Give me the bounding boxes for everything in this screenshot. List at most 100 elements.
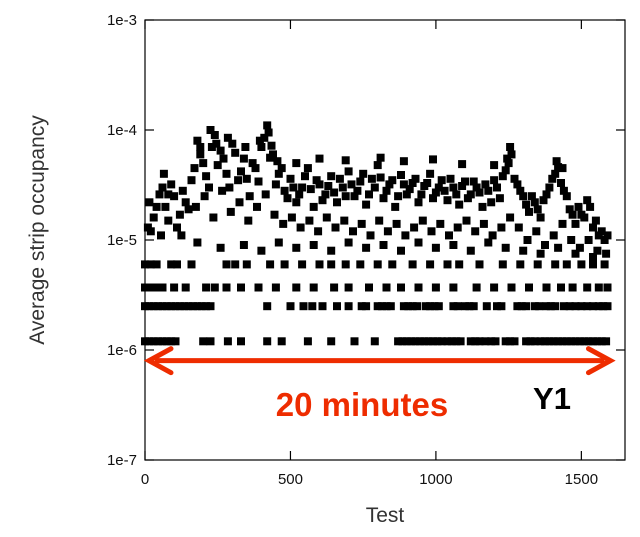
data-point bbox=[386, 302, 395, 311]
data-point bbox=[411, 174, 420, 183]
data-point bbox=[458, 160, 467, 169]
data-point bbox=[522, 302, 531, 311]
data-point bbox=[461, 302, 469, 311]
data-point bbox=[344, 302, 353, 311]
data-point bbox=[298, 183, 307, 192]
data-point bbox=[357, 302, 366, 311]
y-tick-label: 1e-7 bbox=[107, 452, 137, 469]
data-point bbox=[257, 246, 266, 255]
data-point bbox=[420, 337, 429, 346]
data-point bbox=[143, 223, 152, 232]
data-point bbox=[488, 231, 497, 240]
data-point bbox=[565, 205, 574, 214]
data-point bbox=[589, 223, 597, 232]
data-point bbox=[149, 283, 158, 292]
data-point bbox=[461, 177, 469, 186]
data-point bbox=[593, 246, 602, 255]
data-point bbox=[199, 337, 208, 346]
data-point bbox=[187, 260, 196, 269]
data-point bbox=[318, 302, 327, 311]
data-point bbox=[314, 227, 323, 236]
data-point bbox=[546, 302, 555, 311]
data-point bbox=[506, 143, 515, 151]
data-point bbox=[171, 337, 180, 346]
data-point bbox=[155, 190, 164, 199]
data-point bbox=[222, 283, 231, 292]
data-point bbox=[423, 179, 432, 187]
data-point bbox=[376, 173, 385, 182]
data-point bbox=[558, 164, 567, 173]
data-point bbox=[603, 302, 612, 311]
data-point bbox=[237, 167, 245, 176]
data-point bbox=[263, 302, 272, 311]
data-point bbox=[523, 236, 532, 244]
data-point bbox=[453, 223, 462, 232]
data-point bbox=[536, 337, 545, 346]
data-point bbox=[295, 190, 304, 199]
data-point bbox=[533, 260, 542, 269]
data-point bbox=[231, 260, 240, 269]
data-point bbox=[341, 260, 350, 269]
data-point bbox=[315, 180, 324, 189]
data-point bbox=[421, 302, 430, 311]
data-point bbox=[440, 186, 449, 195]
data-point bbox=[274, 169, 283, 178]
data-point bbox=[408, 260, 417, 269]
data-point bbox=[545, 337, 554, 346]
data-point bbox=[170, 283, 179, 292]
data-point bbox=[267, 141, 276, 150]
data-point bbox=[382, 186, 391, 195]
data-point bbox=[589, 302, 597, 311]
data-point bbox=[321, 190, 330, 199]
data-point bbox=[479, 219, 488, 228]
data-point bbox=[405, 185, 414, 194]
data-point bbox=[456, 337, 465, 346]
data-point bbox=[181, 198, 190, 207]
data-point bbox=[498, 260, 507, 269]
data-point bbox=[189, 302, 197, 311]
data-point bbox=[584, 337, 593, 346]
data-point bbox=[391, 202, 400, 211]
data-point bbox=[242, 260, 251, 269]
data-point bbox=[296, 223, 305, 232]
data-point bbox=[356, 177, 365, 186]
data-point bbox=[430, 302, 439, 311]
data-point bbox=[341, 192, 350, 201]
data-point bbox=[599, 302, 608, 311]
data-point bbox=[330, 283, 339, 292]
data-point bbox=[373, 161, 382, 170]
data-point bbox=[388, 260, 397, 269]
data-point bbox=[575, 243, 584, 252]
data-point bbox=[399, 180, 408, 189]
data-point bbox=[481, 337, 490, 346]
data-point bbox=[335, 174, 344, 183]
data-point bbox=[207, 143, 216, 151]
data-point bbox=[270, 210, 279, 219]
data-point bbox=[242, 174, 251, 183]
data-point bbox=[333, 198, 341, 207]
data-point bbox=[260, 133, 269, 142]
data-point bbox=[180, 302, 189, 311]
data-point bbox=[513, 180, 522, 189]
data-point bbox=[455, 200, 464, 209]
data-point bbox=[571, 219, 580, 228]
axis-ticks bbox=[144, 19, 625, 461]
data-point bbox=[145, 337, 154, 346]
data-point bbox=[414, 238, 423, 247]
data-point bbox=[437, 176, 446, 185]
data-point bbox=[418, 216, 427, 225]
arrow-head-right bbox=[585, 346, 616, 376]
data-point bbox=[490, 283, 499, 292]
data-point bbox=[574, 202, 583, 211]
data-point bbox=[228, 139, 237, 148]
data-point bbox=[504, 159, 513, 168]
data-point bbox=[202, 283, 211, 292]
data-point bbox=[167, 260, 176, 269]
data-point bbox=[472, 283, 481, 292]
data-point bbox=[603, 231, 612, 240]
data-point bbox=[206, 337, 215, 346]
data-point bbox=[222, 260, 231, 269]
data-point bbox=[565, 302, 574, 311]
data-point bbox=[213, 161, 222, 170]
duration-arrow bbox=[143, 346, 616, 376]
